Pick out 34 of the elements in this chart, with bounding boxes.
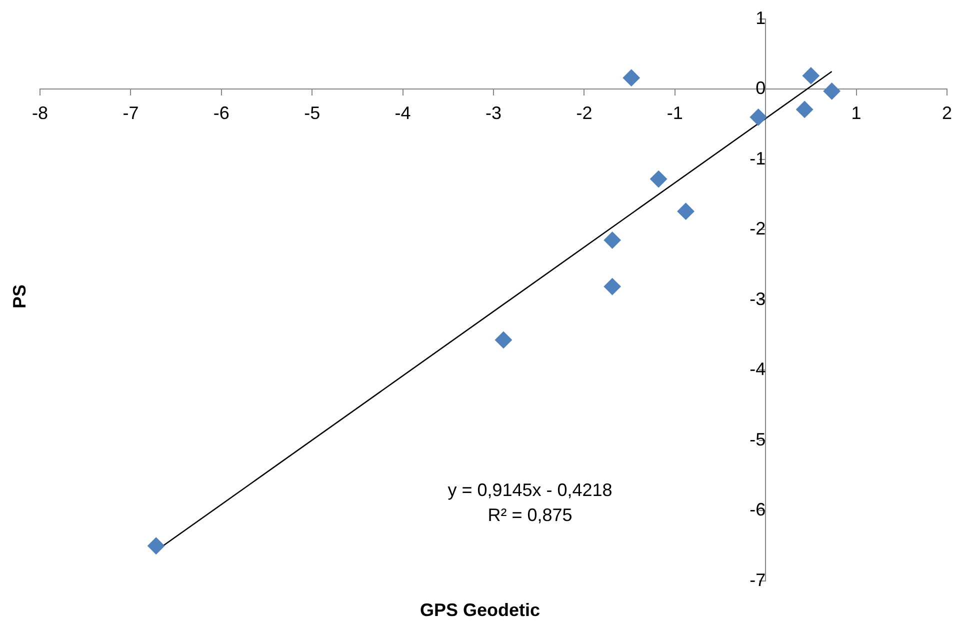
- point: [494, 331, 512, 348]
- y-tick-label: -3: [750, 288, 766, 309]
- x-tick-label: -3: [485, 102, 502, 123]
- x-tick-label: 1: [851, 102, 862, 123]
- point: [604, 278, 621, 296]
- y-tick-label: -7: [750, 570, 766, 590]
- x-tick-label: -4: [394, 102, 411, 123]
- x-tick-label: -2: [576, 102, 592, 123]
- point: [796, 100, 814, 118]
- y-tick-label: 0: [756, 78, 766, 98]
- y-tick-label: -6: [750, 500, 766, 520]
- x-tick-label: -7: [122, 102, 139, 123]
- point: [750, 108, 767, 126]
- point: [677, 202, 694, 220]
- y-tick-label: -1: [750, 148, 766, 168]
- point: [802, 67, 820, 84]
- point: [823, 82, 840, 100]
- point: [622, 69, 640, 86]
- y-tick-label: -4: [750, 359, 766, 380]
- y-tick-label: -5: [750, 429, 766, 450]
- x-tick-label: 2: [942, 102, 952, 123]
- x-axis-title: GPS Geodetic: [418, 600, 542, 621]
- y-axis-title: PS: [10, 284, 30, 311]
- annotation: R² = 0,875: [488, 505, 572, 525]
- x-tick-label: -5: [304, 102, 320, 123]
- point: [650, 170, 668, 188]
- point: [148, 537, 165, 554]
- x-tick-label: -8: [32, 102, 48, 123]
- point: [604, 232, 621, 249]
- annotation: y = 0,9145x - 0,4218: [448, 480, 612, 500]
- x-tick-label: -6: [213, 102, 230, 123]
- y-tick-label: 1: [756, 8, 766, 28]
- x-tick-label: -1: [666, 102, 683, 123]
- y-tick-label: -2: [750, 218, 766, 239]
